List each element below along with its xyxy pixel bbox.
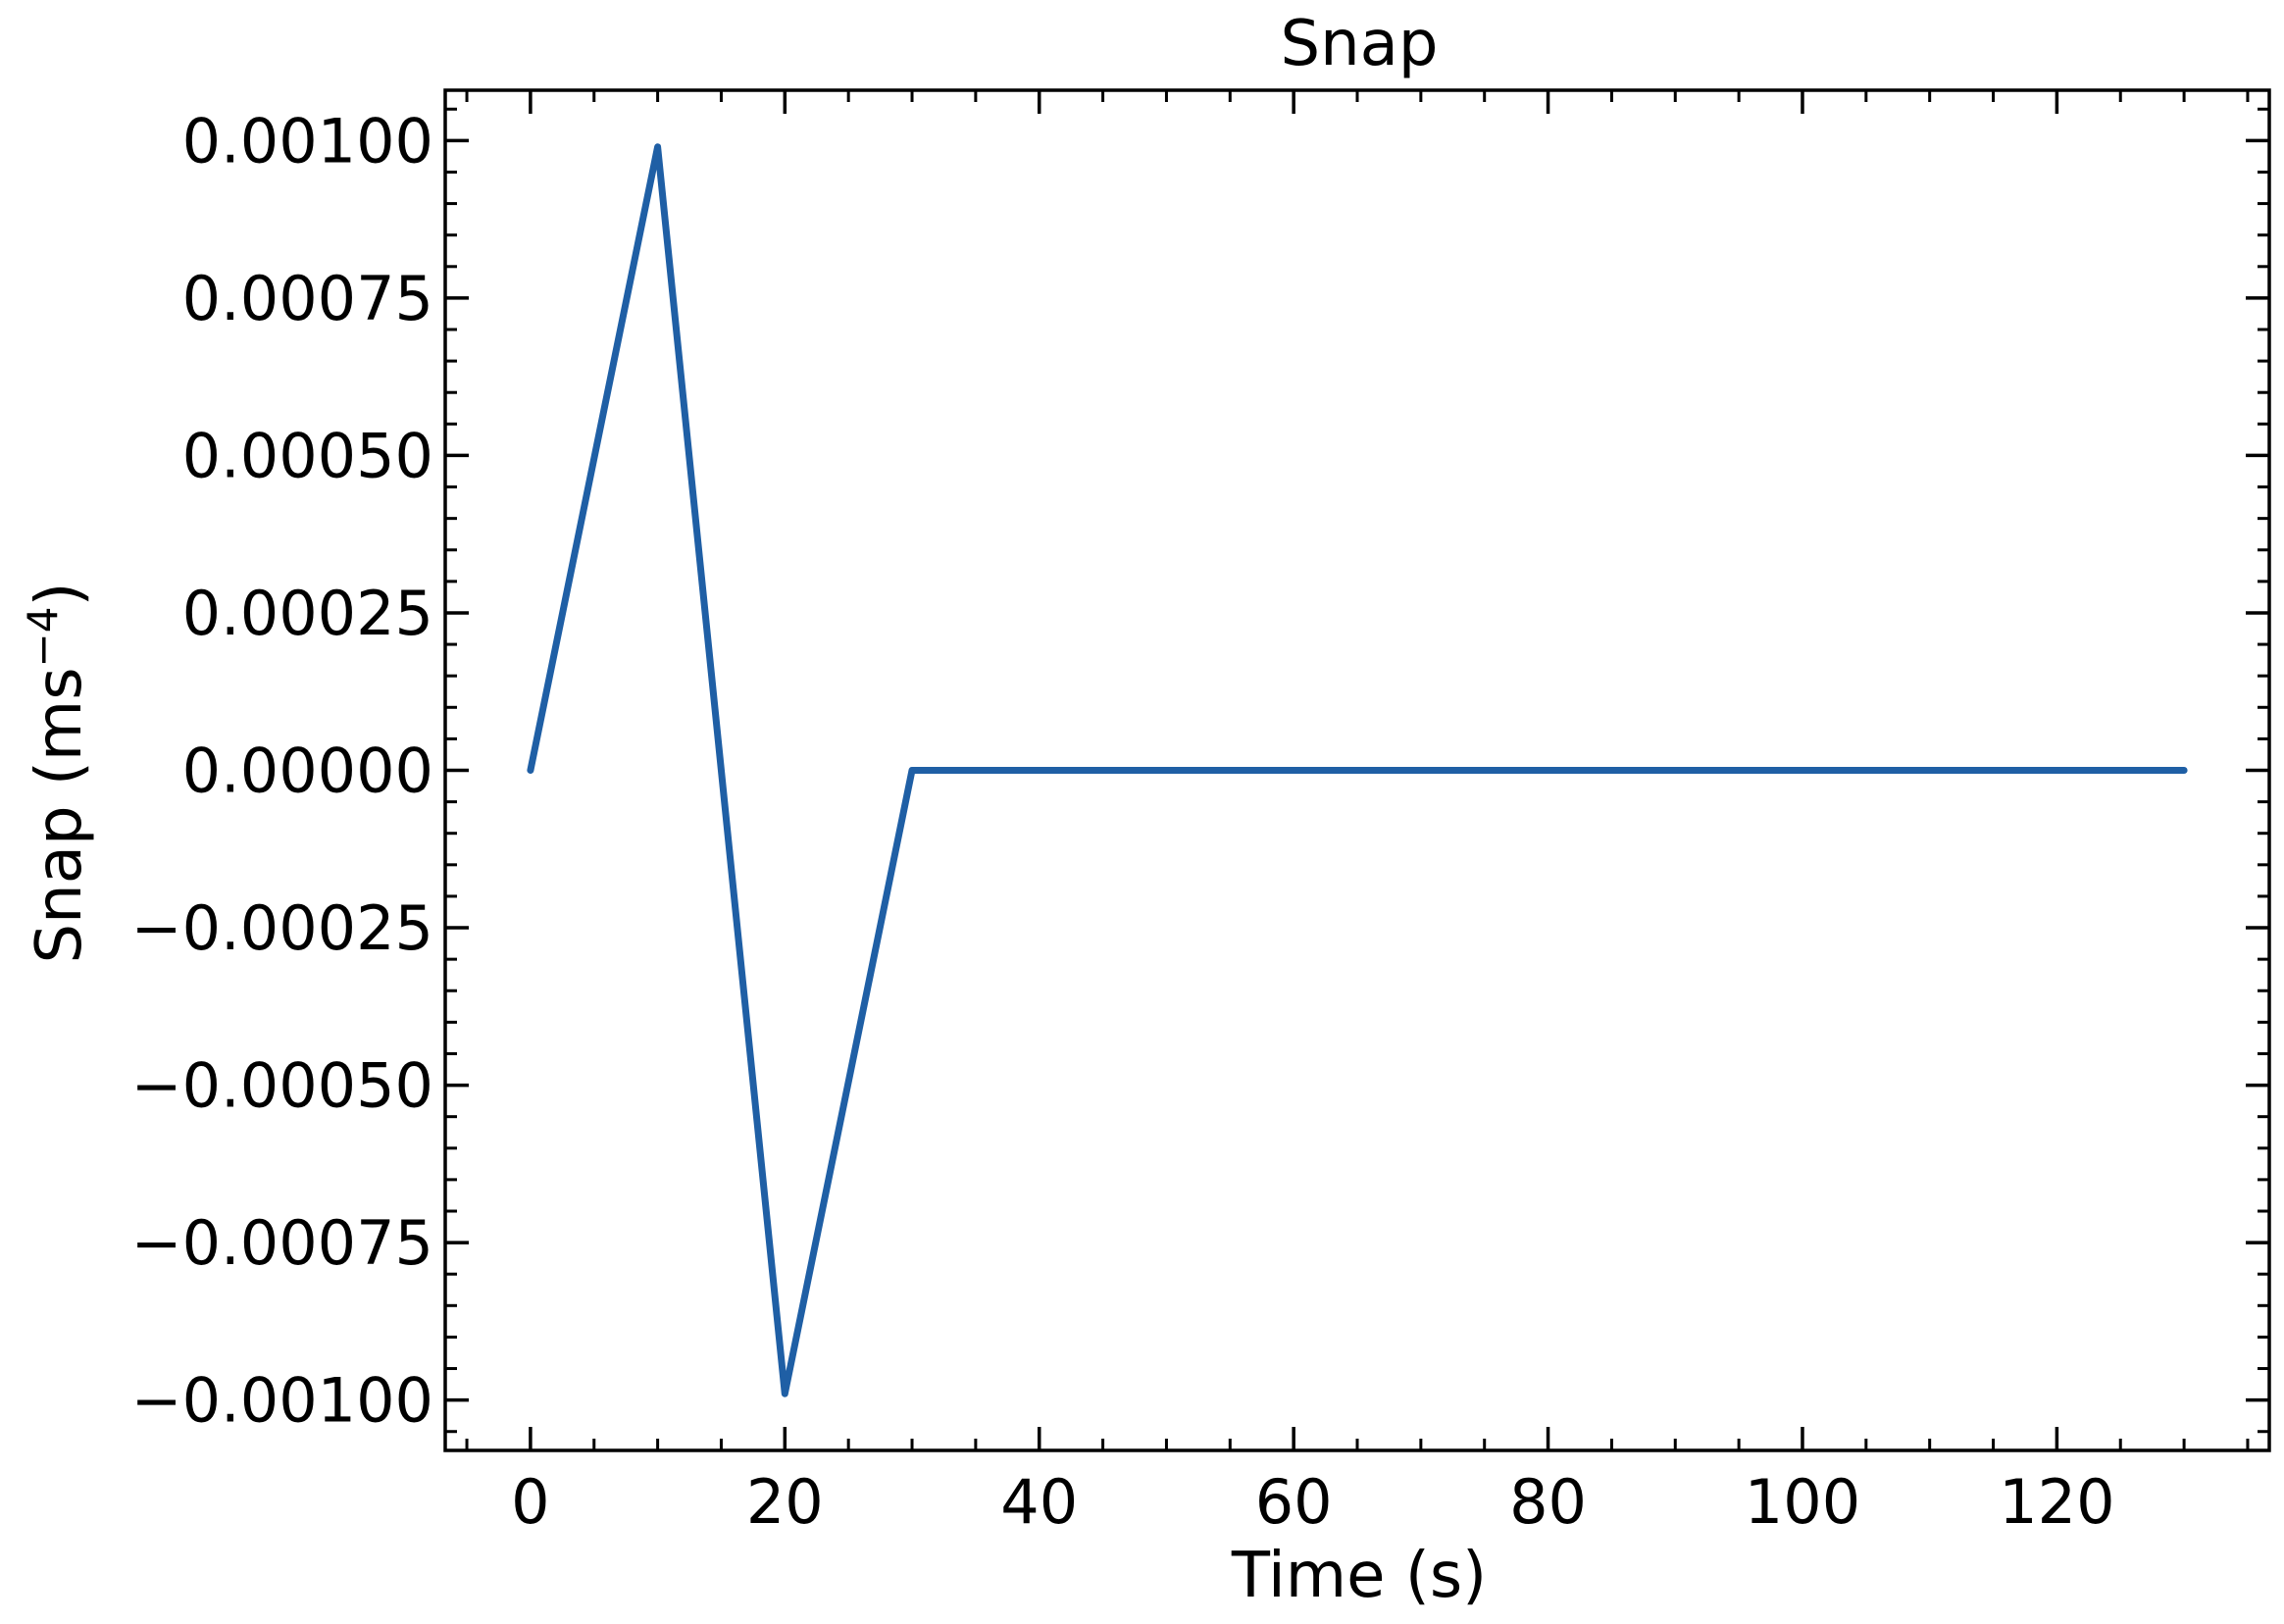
x-tick-label: 120	[1999, 1466, 2114, 1538]
chart-title: Snap	[1280, 8, 1438, 80]
x-tick-label: 0	[511, 1466, 549, 1538]
y-tick-label: 0.00075	[182, 263, 433, 334]
y-axis-title: Snap (ms−4)	[19, 583, 96, 964]
plot-frame	[443, 88, 2271, 1452]
x-tick-label: 60	[1255, 1466, 1333, 1538]
y-tick-label: −0.00025	[131, 892, 433, 964]
tick-labels-layer: 0 20 40 60 80 100 120 −0.00100 −0.00075 −0.00050 −…	[131, 105, 2115, 1538]
y-axis-title-exponent: −4	[19, 607, 67, 668]
y-axis-title-main: Snap (ms	[24, 667, 96, 963]
x-tick-label: 20	[746, 1466, 824, 1538]
y-axis-title-close: )	[24, 583, 96, 607]
y-tick-label: −0.00075	[131, 1207, 433, 1279]
snap-series-line	[527, 143, 2188, 1397]
x-axis-title: Time (s)	[1231, 1540, 1487, 1612]
x-tick-label: 40	[1000, 1466, 1078, 1538]
y-tick-label: 0.00025	[182, 578, 433, 649]
y-tick-label: 0.00000	[182, 736, 433, 807]
series-layer	[527, 143, 2188, 1397]
y-tick-label: −0.00050	[131, 1050, 433, 1122]
y-tick-label: 0.00050	[182, 420, 433, 491]
y-tick-label: −0.00100	[131, 1365, 433, 1437]
x-tick-label: 80	[1509, 1466, 1587, 1538]
y-tick-label: 0.00100	[182, 105, 433, 177]
ticks-layer	[445, 90, 2269, 1450]
x-tick-label: 100	[1745, 1466, 1860, 1538]
